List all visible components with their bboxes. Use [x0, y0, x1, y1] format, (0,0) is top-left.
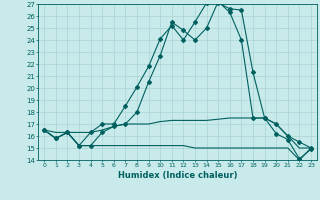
X-axis label: Humidex (Indice chaleur): Humidex (Indice chaleur): [118, 171, 237, 180]
